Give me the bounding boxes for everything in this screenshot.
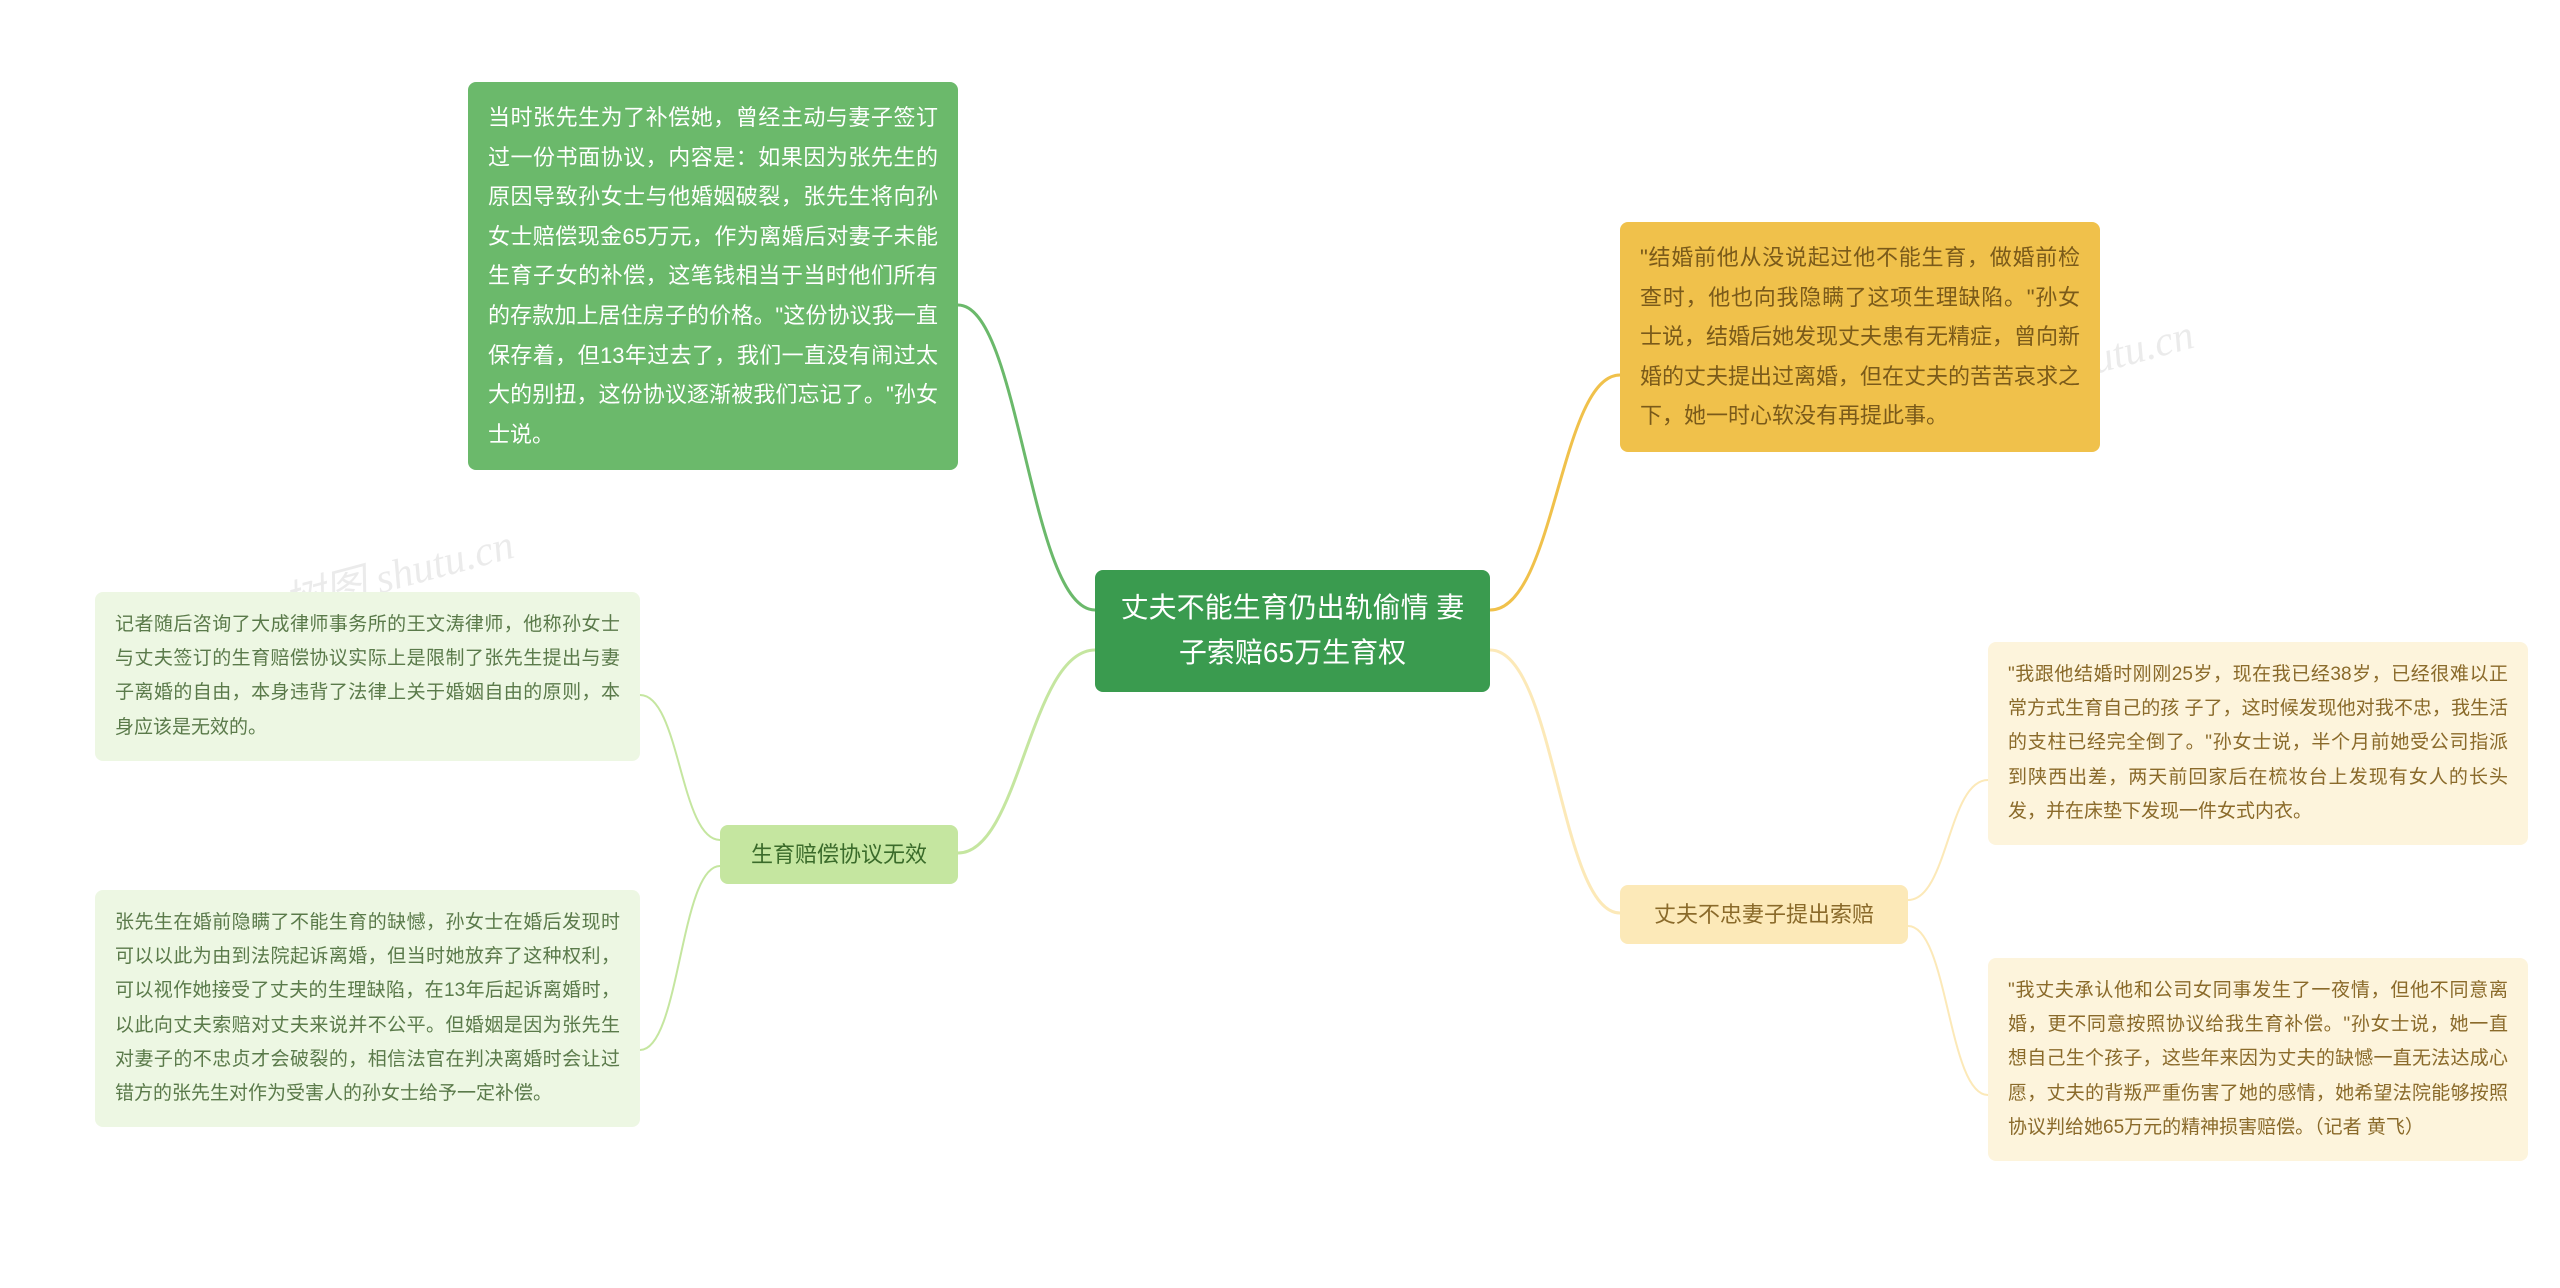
left-branch-1[interactable]: 当时张先生为了补偿她，曾经主动与妻子签订过一份书面协议，内容是：如果因为张先生的… <box>468 82 958 470</box>
right-branch-2[interactable]: 丈夫不忠妻子提出索赔 <box>1620 885 1908 944</box>
left-branch-2-child-a[interactable]: 记者随后咨询了大成律师事务所的王文涛律师，他称孙女士与丈夫签订的生育赔偿协议实际… <box>95 592 640 761</box>
right-branch-2-child-b[interactable]: "我丈夫承认他和公司女同事发生了一夜情，但他不同意离婚，更不同意按照协议给我生育… <box>1988 958 2528 1161</box>
right-branch-2-child-a[interactable]: "我跟他结婚时刚刚25岁，现在我已经38岁，已经很难以正常方式生育自己的孩 子了… <box>1988 642 2528 845</box>
right-branch-1[interactable]: "结婚前他从没说起过他不能生育，做婚前检查时，他也向我隐瞒了这项生理缺陷。"孙女… <box>1620 222 2100 452</box>
left-branch-2[interactable]: 生育赔偿协议无效 <box>720 825 958 884</box>
center-node[interactable]: 丈夫不能生育仍出轨偷情 妻子索赔65万生育权 <box>1095 570 1490 692</box>
left-branch-2-child-b[interactable]: 张先生在婚前隐瞒了不能生育的缺憾，孙女士在婚后发现时可以以此为由到法院起诉离婚，… <box>95 890 640 1127</box>
